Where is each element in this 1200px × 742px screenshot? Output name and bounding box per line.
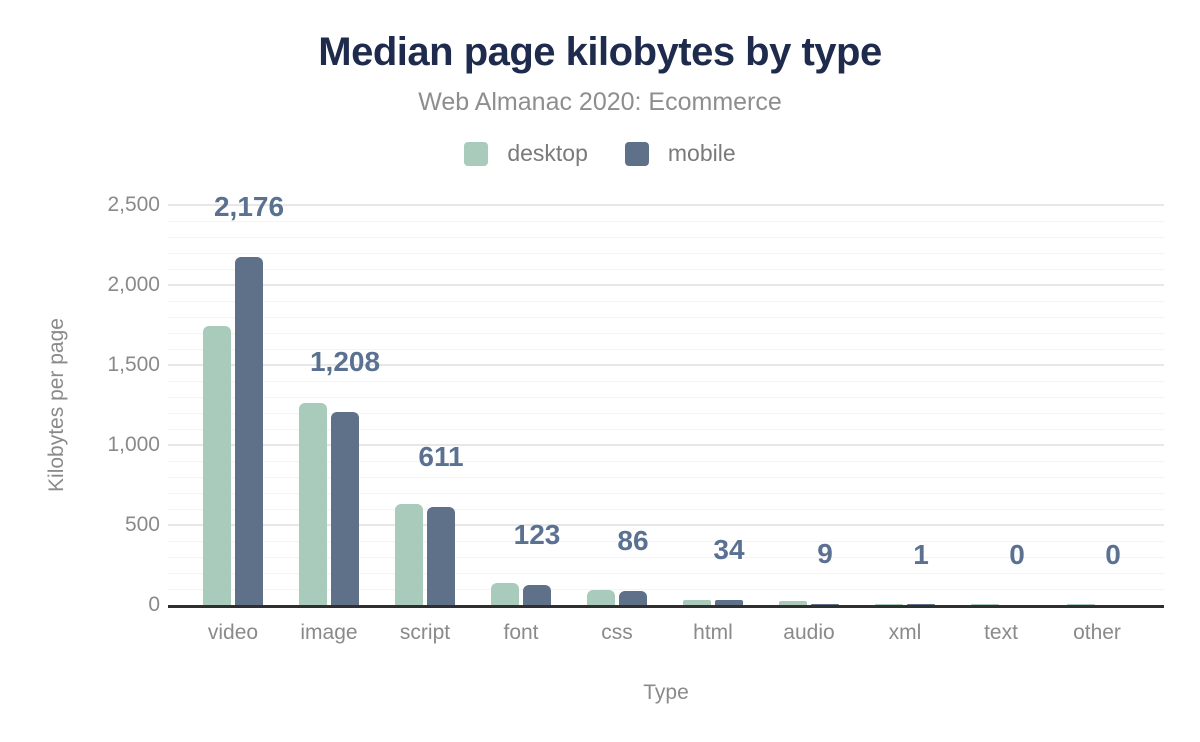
- band-area: 2,176 video 1,208 image 611 script 123 font 86 cs…: [185, 192, 1145, 644]
- gridline-minor: [168, 333, 1164, 334]
- chart-subtitle: Web Almanac 2020: Ecommerce: [418, 88, 782, 116]
- y-tick-label: 1,000: [107, 433, 160, 456]
- desktop-swatch-icon: [464, 141, 489, 166]
- legend-item-desktop: desktop: [464, 140, 588, 167]
- y-tick-label: 1,500: [107, 353, 160, 376]
- desktop-bar-xml: [875, 604, 903, 605]
- data-label-css: 86: [617, 525, 649, 557]
- mobile-bar-xml: [907, 604, 935, 605]
- desktop-bar-font: [491, 582, 519, 605]
- x-tick-label-script: script: [399, 621, 451, 644]
- data-label-text: 0: [1009, 539, 1025, 570]
- x-axis-title: Type: [643, 681, 689, 704]
- mobile-bar-font: [523, 585, 551, 605]
- gridline-major: [168, 524, 1164, 526]
- gridline-minor: [168, 461, 1164, 462]
- data-label-image: 1,208: [309, 345, 381, 377]
- data-label-other: 0: [1105, 539, 1121, 570]
- gridline-minor: [168, 269, 1164, 270]
- data-label-video: 2,176: [213, 190, 285, 222]
- x-tick-label-image: image: [300, 621, 358, 644]
- x-tick-label-video: video: [207, 621, 259, 644]
- bar-group-font: 123 font: [473, 205, 569, 644]
- chart-title: Median page kilobytes by type: [318, 30, 882, 74]
- gridline-major: [168, 284, 1164, 286]
- gridline-minor: [168, 477, 1164, 478]
- bar-group-xml: 1 xml: [857, 205, 953, 644]
- bar-group-css: 86 css: [569, 205, 665, 644]
- desktop-bar-text: [971, 604, 999, 605]
- desktop-bar-other: [1067, 604, 1095, 605]
- bar-group-html: 34 html: [665, 205, 761, 644]
- mobile-swatch-icon: [624, 141, 649, 166]
- desktop-bar-audio: [779, 601, 807, 605]
- gridline-minor: [168, 221, 1164, 222]
- gridline-minor: [168, 557, 1164, 558]
- y-tick-label: 2,000: [107, 273, 160, 296]
- gridline-minor: [168, 253, 1164, 254]
- gridline-minor: [168, 509, 1164, 510]
- legend-item-mobile: mobile: [624, 140, 736, 167]
- desktop-bar-video: [203, 325, 231, 605]
- gridline-minor: [168, 429, 1164, 430]
- data-label-font: 123: [513, 519, 561, 551]
- legend-label-desktop: desktop: [507, 140, 588, 166]
- data-label-xml: 1: [913, 538, 929, 570]
- bar-group-video: 2,176 video: [185, 192, 284, 644]
- x-tick-label-audio: audio: [783, 621, 835, 644]
- gridline-minor: [168, 541, 1164, 542]
- gridline-major: [168, 204, 1164, 206]
- plot-area: 2,176 video 1,208 image 611 script 123 font 86 cs…: [168, 192, 1164, 644]
- mobile-bar-video: [235, 256, 263, 605]
- data-label-audio: 9: [817, 537, 833, 569]
- gridline-minor: [168, 301, 1164, 302]
- y-tick-label: 0: [148, 593, 160, 616]
- chart-legend: desktop mobile: [0, 140, 1200, 167]
- mobile-bar-audio: [811, 603, 839, 605]
- y-axis-title: Kilobytes per page: [45, 318, 68, 492]
- gridline-minor: [168, 413, 1164, 414]
- x-tick-label-html: html: [693, 621, 733, 644]
- desktop-bar-css: [587, 589, 615, 605]
- x-tick-label-other: other: [1073, 621, 1121, 644]
- mobile-bar-css: [619, 591, 647, 605]
- y-tick-label: 500: [124, 513, 160, 536]
- gridline-minor: [168, 493, 1164, 494]
- gridline-minor: [168, 237, 1164, 238]
- gridline-minor: [168, 381, 1164, 382]
- gridline-major: [168, 444, 1164, 446]
- legend-label-mobile: mobile: [667, 140, 736, 166]
- x-tick-label-css: css: [601, 621, 633, 644]
- mobile-bar-html: [715, 599, 743, 605]
- x-tick-label-xml: xml: [888, 621, 922, 644]
- bar-group-audio: 9 audio: [761, 205, 857, 644]
- y-axis: 0 500 1,000 1,500 2,000 2,500: [0, 194, 160, 616]
- x-tick-label-font: font: [503, 621, 539, 644]
- mobile-bar-script: [427, 507, 455, 605]
- desktop-bar-script: [395, 504, 423, 605]
- data-label-script: 611: [418, 441, 464, 473]
- desktop-bar-image: [299, 403, 327, 605]
- data-label-html: 34: [713, 533, 745, 565]
- bar-group-other: 0 other: [1049, 205, 1145, 644]
- bar-group-text: 0 text: [953, 205, 1049, 644]
- desktop-bar-html: [683, 599, 711, 605]
- y-tick-label: 2,500: [107, 193, 160, 216]
- gridline-minor: [168, 317, 1164, 318]
- gridline-major: [168, 364, 1164, 366]
- gridline-minor: [168, 349, 1164, 350]
- bar-group-script: 611 script: [377, 205, 473, 644]
- gridline-minor: [168, 397, 1164, 398]
- x-tick-label-text: text: [984, 621, 1018, 644]
- gridline-minor: [168, 573, 1164, 574]
- mobile-bar-image: [331, 411, 359, 605]
- gridline-minor: [168, 589, 1164, 590]
- bar-group-image: 1,208 image: [281, 205, 381, 644]
